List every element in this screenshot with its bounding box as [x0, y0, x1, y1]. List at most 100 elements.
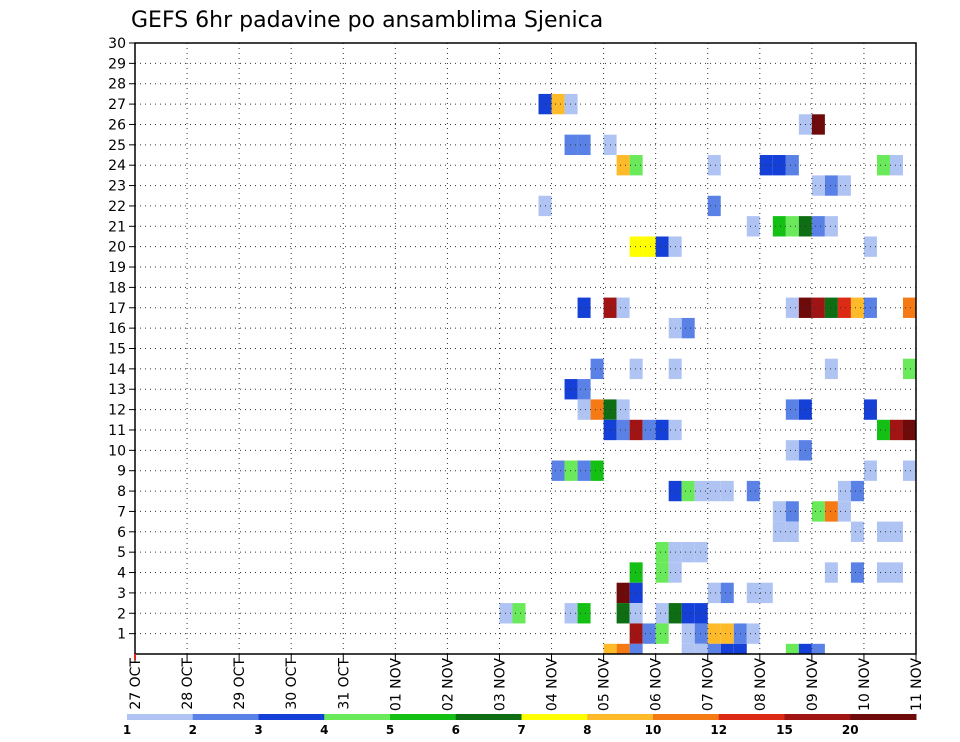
x-tick-label: 02 NOV: [440, 658, 456, 712]
y-tick-label: 20: [108, 240, 126, 256]
y-tick-label: 9: [117, 464, 126, 480]
colorbar-label: 1: [123, 723, 131, 737]
precip-cell: [772, 155, 786, 176]
y-tick-label: 22: [108, 199, 126, 215]
x-tick-label: 29 OCT: [232, 658, 248, 710]
precip-cell: [655, 603, 669, 624]
precip-cell: [824, 297, 838, 318]
precip-cell: [694, 643, 708, 654]
precip-cell: [564, 134, 578, 156]
y-tick-label: 24: [108, 158, 126, 174]
precip-cell: [564, 603, 578, 624]
precip-cell: [720, 582, 734, 604]
y-tick-label: 6: [117, 525, 126, 541]
precip-cell: [889, 521, 903, 542]
x-tick-label: 11 NOV: [909, 658, 925, 712]
x-tick-label: 10 NOV: [857, 658, 873, 712]
precip-cell: [811, 643, 825, 654]
precip-cell: [629, 582, 643, 604]
precip-cell: [772, 521, 786, 542]
precip-cell: [616, 419, 630, 441]
colorbar-swatch: [127, 714, 194, 720]
y-tick-label: 28: [108, 77, 126, 93]
y-tick-label: 1: [117, 627, 126, 643]
y-tick-label: 3: [117, 586, 126, 602]
colorbar-label: 6: [452, 723, 460, 737]
x-tick-label: 31 OCT: [336, 658, 352, 710]
precip-cell: [707, 480, 721, 502]
precip-cell: [889, 562, 903, 583]
precip-cell: [642, 236, 656, 257]
precip-cell: [720, 643, 734, 654]
precip-cell: [681, 480, 695, 502]
y-tick-label: 18: [108, 280, 126, 296]
precip-cell: [824, 175, 838, 196]
precip-cell: [746, 480, 760, 502]
precip-cell: [694, 541, 708, 563]
precip-cell: [824, 562, 838, 583]
precip-cell: [629, 643, 643, 654]
x-tick-label: 08 NOV: [753, 658, 769, 712]
colorbar-swatch: [455, 714, 522, 720]
y-tick-label: 12: [108, 403, 126, 419]
precip-cell: [564, 93, 578, 115]
precip-cell: [564, 460, 578, 481]
precip-cells: [499, 93, 916, 654]
colorbar-swatch: [192, 714, 259, 720]
precip-cell: [707, 623, 721, 644]
x-tick-label: 30 OCT: [284, 658, 300, 710]
precip-cell: [876, 562, 890, 583]
precip-cell: [772, 501, 786, 522]
precip-cell: [811, 216, 825, 237]
precip-cell: [850, 521, 864, 542]
precip-cell: [681, 643, 695, 654]
precip-cell: [577, 379, 591, 400]
precip-cell: [850, 480, 864, 502]
precip-cell: [577, 460, 591, 481]
precip-cell: [629, 623, 643, 644]
precip-cell: [577, 134, 591, 156]
x-tick-label: 01 NOV: [388, 658, 404, 712]
y-tick-label: 5: [117, 545, 126, 561]
precip-cell: [590, 358, 604, 380]
colorbar-label: 8: [583, 723, 591, 737]
precip-cell: [785, 501, 799, 522]
x-tick-label: 09 NOV: [805, 658, 821, 712]
precip-cell: [850, 562, 864, 583]
precip-cell: [551, 460, 565, 481]
colorbar-label: 5: [386, 723, 394, 737]
precip-cell: [785, 155, 799, 176]
precip-cell: [681, 541, 695, 563]
precip-cell: [798, 643, 812, 654]
colorbar-swatch: [390, 714, 457, 720]
precip-cell: [837, 175, 851, 196]
x-tick-label: 28 OCT: [180, 658, 196, 710]
precip-cell: [590, 460, 604, 481]
y-tick-label: 7: [117, 504, 126, 520]
precip-cell: [681, 317, 695, 339]
y-tick-label: 23: [108, 179, 126, 195]
precip-cell: [551, 93, 565, 115]
precip-cell: [837, 501, 851, 522]
precip-cell: [590, 399, 604, 420]
precip-cell: [811, 114, 825, 135]
precip-cell: [655, 419, 669, 441]
precip-cell: [629, 562, 643, 583]
y-tick-label: 10: [108, 443, 126, 459]
y-tick-label: 16: [108, 321, 126, 337]
y-tick-label: 21: [108, 219, 126, 235]
colorbar-swatch: [784, 714, 851, 720]
precip-cell: [902, 358, 916, 380]
precip-cell: [811, 175, 825, 196]
y-tick-label: 17: [108, 301, 126, 317]
precip-cell: [616, 643, 630, 654]
precip-cell: [785, 216, 799, 237]
precip-cell: [837, 480, 851, 502]
colorbar-swatch: [718, 714, 785, 720]
precip-cell: [655, 562, 669, 583]
precip-cell: [629, 358, 643, 380]
precip-cell: [733, 643, 747, 654]
precip-cell: [785, 399, 799, 420]
precip-cell: [785, 643, 799, 654]
colorbar-label: 7: [517, 723, 525, 737]
